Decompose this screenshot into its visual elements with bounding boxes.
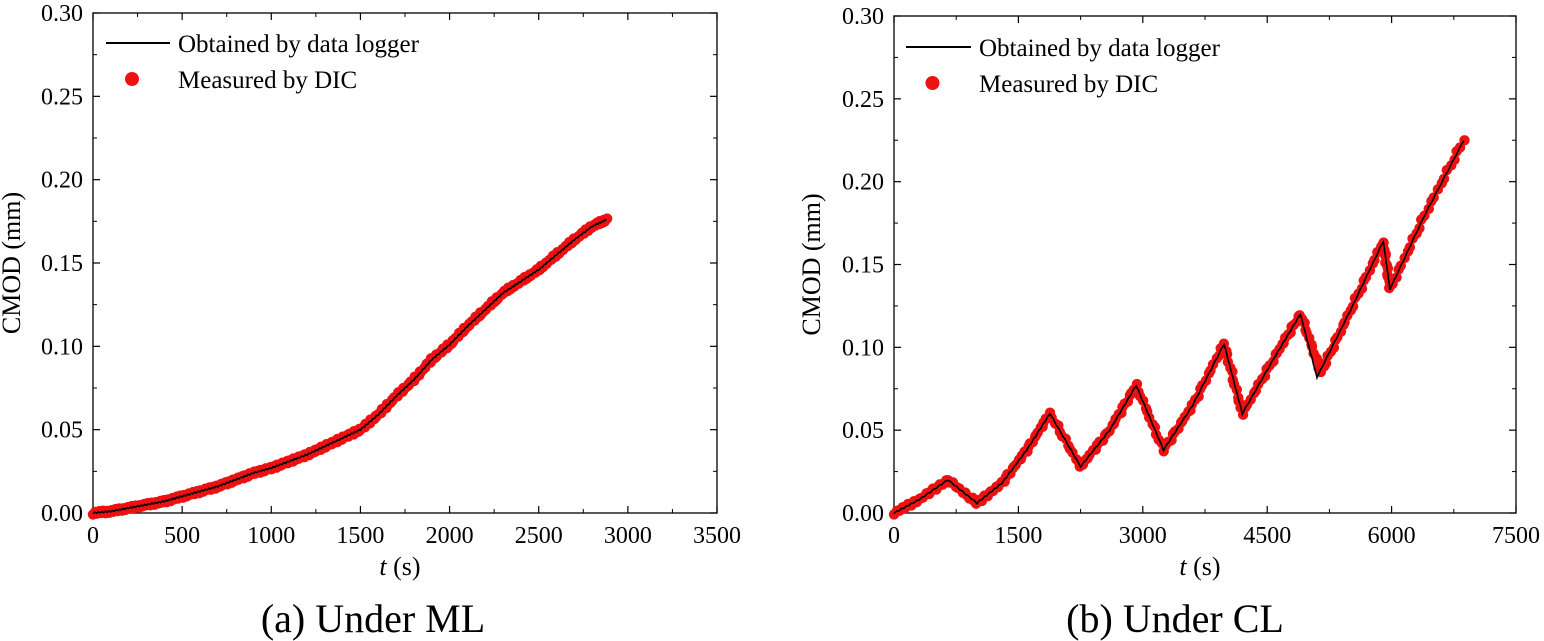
y-tick-label: 0.25 (41, 84, 83, 110)
x-tick-label: 1500 (336, 523, 384, 549)
legend-marker-swatch (125, 72, 139, 86)
x-tick-label: 6000 (1368, 523, 1416, 549)
series-line-data-logger (92, 218, 607, 515)
series-line-data-logger (893, 140, 1465, 515)
x-tick-label: 1500 (994, 523, 1042, 549)
x-tick-label: 0 (87, 523, 99, 549)
y-tick-label: 0.05 (41, 418, 83, 444)
caption-b: (b) Under CL (1066, 596, 1284, 641)
legend-label-dic: Measured by DIC (979, 71, 1158, 98)
y-tick-label: 0.00 (842, 501, 884, 527)
y-tick-label: 0.20 (842, 170, 884, 196)
x-axis-title-symbol: t (1179, 552, 1187, 581)
legend-marker-swatch (925, 76, 940, 90)
x-tick-label: 1000 (247, 523, 295, 549)
y-tick-label: 0.10 (41, 334, 83, 360)
y-tick-label: 0.15 (842, 253, 884, 279)
y-tick-label: 0.00 (41, 501, 83, 527)
caption-a: (a) Under ML (261, 596, 485, 641)
x-tick-label: 0 (888, 523, 900, 549)
legend-label-data-logger: Obtained by data logger (979, 35, 1221, 62)
y-tick-label: 0.15 (41, 251, 83, 277)
x-tick-label: 4500 (1243, 523, 1291, 549)
x-tick-label: 500 (164, 523, 200, 549)
x-axis-title: t (s) (1179, 552, 1220, 581)
y-tick-label: 0.20 (41, 168, 83, 194)
legend: Obtained by data logger Measured by DIC (106, 31, 420, 94)
x-tick-label: 3500 (693, 523, 741, 549)
x-axis-title: t (s) (379, 552, 420, 581)
legend: Obtained by data logger Measured by DIC (906, 35, 1221, 98)
x-tick-label: 2000 (426, 523, 474, 549)
series-measured-by-dic (87, 213, 613, 520)
x-tick-label: 3000 (604, 523, 652, 549)
data-point-dic (1459, 135, 1470, 146)
x-axis-title-symbol: t (379, 552, 387, 581)
y-axis-title: CMOD (mm) (797, 193, 826, 335)
x-tick-label: 3000 (1119, 523, 1167, 549)
chart-under-ml: 0 500 1000 1500 2000 2500 3000 3500 0.00 0.05 0.10… (0, 1, 741, 581)
series-measured-by-dic (888, 135, 1470, 520)
x-tick-label: 7500 (1492, 523, 1540, 549)
x-tick-label: 2500 (515, 523, 563, 549)
y-tick-label: 0.10 (842, 335, 884, 361)
legend-label-dic: Measured by DIC (178, 67, 357, 94)
y-tick-label: 0.30 (842, 4, 884, 30)
y-tick-label: 0.25 (842, 87, 884, 113)
data-point-dic (1131, 378, 1143, 390)
chart-under-cl: 0 1500 3000 4500 6000 7500 0.00 0.05 0.10 0.15 0.2… (797, 4, 1540, 581)
y-tick-label: 0.05 (842, 418, 884, 444)
y-axis-title: CMOD (mm) (0, 192, 26, 334)
x-axis-title-unit: (s) (387, 552, 421, 581)
legend-label-data-logger: Obtained by data logger (178, 31, 420, 58)
x-axis-title-unit: (s) (1187, 552, 1221, 581)
y-tick-label: 0.30 (41, 1, 83, 27)
